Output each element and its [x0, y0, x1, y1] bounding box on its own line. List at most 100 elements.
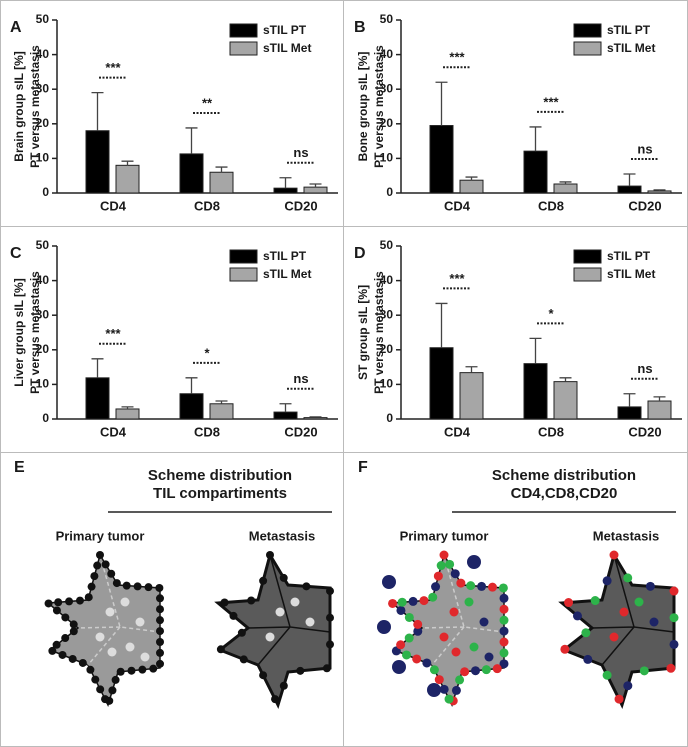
cell-dot: [408, 596, 418, 606]
y-axis-label: Brain group sIL [%]: [12, 51, 26, 161]
legend-label: sTIL PT: [263, 23, 307, 37]
legend-swatch: [573, 249, 602, 264]
y-tick-label: 30: [380, 307, 394, 321]
cell-dot: [122, 581, 131, 590]
inner-dot: [609, 632, 619, 642]
cell-dot: [499, 659, 509, 669]
legend-label: sTIL PT: [263, 249, 307, 263]
cell-dot: [91, 675, 100, 684]
significance: ns: [293, 145, 308, 160]
cell-dot: [451, 685, 461, 695]
y-tick-label: 40: [36, 47, 50, 61]
bar: [617, 185, 642, 194]
y-tick-label: 0: [42, 185, 49, 199]
y-tick-label: 50: [380, 12, 394, 26]
cell-dot: [48, 646, 57, 655]
y-tick-label: 0: [42, 411, 49, 425]
cell-dot: [65, 597, 74, 606]
compartment-line: [591, 554, 675, 666]
significance: *: [204, 345, 210, 360]
x-tick-label: CD4: [100, 424, 127, 439]
cell-dot: [84, 593, 93, 602]
tumor-scheme: [377, 550, 509, 708]
y-axis-label: PT versus metastasis: [28, 45, 42, 168]
cell-dot: [87, 582, 96, 591]
x-tick-label: CD20: [284, 198, 317, 213]
cell-dot: [86, 665, 95, 674]
bar: [209, 403, 234, 420]
y-tick-label: 20: [380, 342, 394, 356]
significance: ***: [449, 271, 465, 286]
error-bar: [653, 189, 666, 191]
cell-dot: [572, 611, 582, 621]
legend-label: sTIL Met: [263, 41, 311, 55]
error-bar: [215, 400, 228, 404]
cell-dot: [266, 551, 274, 559]
cell-dot: [69, 620, 78, 629]
cell-dot: [669, 639, 679, 649]
chart-panel: C Liver group sIL [%] PT versus metastasis…: [10, 238, 338, 439]
bar: [459, 179, 484, 194]
cluster-dot: [382, 575, 396, 589]
error-bar: [121, 160, 134, 166]
y-axis-label: PT versus metastasis: [372, 271, 386, 394]
cell-dot: [229, 611, 238, 620]
bar: [179, 153, 204, 194]
cell-dot: [412, 654, 422, 664]
bar: [429, 347, 454, 420]
error-bar: [435, 81, 448, 126]
cell-dot: [429, 665, 439, 675]
cell-dot: [247, 596, 256, 605]
error-bar: [465, 176, 478, 181]
cell-dot: [645, 581, 655, 591]
compartment-line: [77, 554, 161, 666]
bar: [209, 171, 234, 194]
cell-dot: [107, 569, 116, 578]
cell-dot: [302, 582, 311, 591]
cell-dot: [396, 605, 406, 615]
cell-dot: [623, 681, 633, 691]
cell-dot: [669, 586, 679, 596]
y-tick-label: 40: [36, 273, 50, 287]
cell-dot: [404, 612, 414, 622]
error-bar: [279, 403, 292, 413]
cell-dot: [669, 613, 679, 623]
cluster-dot: [427, 683, 441, 697]
cell-dot: [54, 598, 63, 607]
error-bar: [465, 366, 478, 373]
inner-dot: [619, 607, 629, 617]
bar: [115, 164, 140, 194]
cell-dot: [58, 650, 67, 659]
cell-dot: [397, 597, 407, 607]
cell-dot: [402, 650, 412, 660]
panel-label: D: [354, 245, 366, 262]
cell-dot: [127, 666, 136, 675]
x-tick-label: CD20: [628, 198, 661, 213]
cell-dot: [61, 613, 70, 622]
cell-dot: [487, 582, 497, 592]
significance: ***: [543, 94, 559, 109]
cell-dot: [259, 576, 268, 585]
y-tick-label: 50: [36, 12, 50, 26]
cell-dot: [422, 658, 432, 668]
inner-dot: [107, 647, 117, 657]
cell-dot: [156, 605, 164, 614]
inner-dot: [290, 597, 300, 607]
cell-dot: [68, 654, 77, 663]
legend-label: sTIL PT: [607, 249, 651, 263]
significance: *: [548, 306, 554, 321]
legend-label: sTIL Met: [607, 267, 655, 281]
cell-dot: [149, 664, 158, 673]
error-bar: [623, 393, 636, 407]
cell-dot: [455, 675, 465, 685]
inner-dot: [439, 632, 449, 642]
cell-dot: [216, 645, 225, 654]
cell-dot: [499, 615, 509, 625]
cell-dot: [639, 666, 649, 676]
cell-dot: [239, 655, 248, 664]
cell-dot: [609, 550, 619, 560]
bar: [85, 130, 110, 194]
cell-dot: [590, 596, 600, 606]
inner-dot: [140, 652, 150, 662]
cell-dot: [69, 627, 78, 636]
